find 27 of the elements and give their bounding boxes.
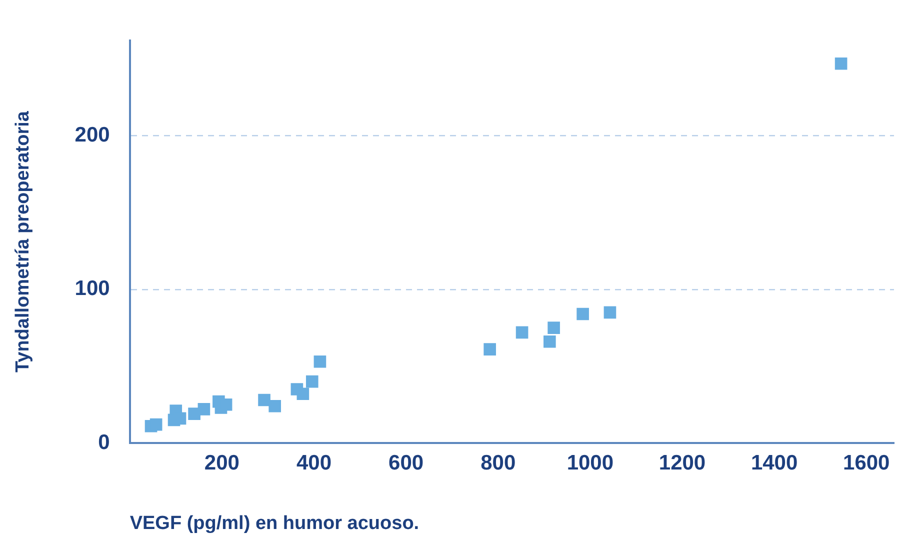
x-tick-label: 1200 bbox=[658, 451, 706, 474]
x-axis-title: VEGF (pg/ml) en humor acuoso. bbox=[130, 512, 420, 534]
point bbox=[268, 400, 281, 412]
x-tick-label: 1600 bbox=[843, 451, 890, 474]
point bbox=[150, 418, 162, 431]
point bbox=[296, 388, 310, 400]
x-tick-label: 600 bbox=[388, 451, 424, 474]
point bbox=[306, 375, 318, 388]
point bbox=[516, 326, 528, 339]
y-tick-label: 0 bbox=[98, 430, 110, 454]
x-tick-label: 800 bbox=[480, 451, 516, 474]
point bbox=[548, 322, 560, 334]
x-tick-label: 1000 bbox=[566, 451, 614, 474]
point bbox=[258, 394, 270, 406]
y-tick-label: 200 bbox=[74, 124, 110, 147]
point bbox=[576, 308, 589, 320]
x-tick-label: 400 bbox=[296, 451, 332, 474]
point bbox=[484, 343, 496, 356]
x-tick-label: 1400 bbox=[750, 451, 798, 474]
point bbox=[604, 306, 616, 319]
point bbox=[834, 57, 848, 70]
y-axis-title: Tyndallometría preoperatoria bbox=[12, 110, 34, 373]
y-tick-label: 100 bbox=[74, 277, 110, 300]
point bbox=[198, 403, 210, 416]
point bbox=[314, 355, 326, 368]
x-tick-label: 200 bbox=[204, 451, 240, 474]
point bbox=[544, 335, 556, 348]
